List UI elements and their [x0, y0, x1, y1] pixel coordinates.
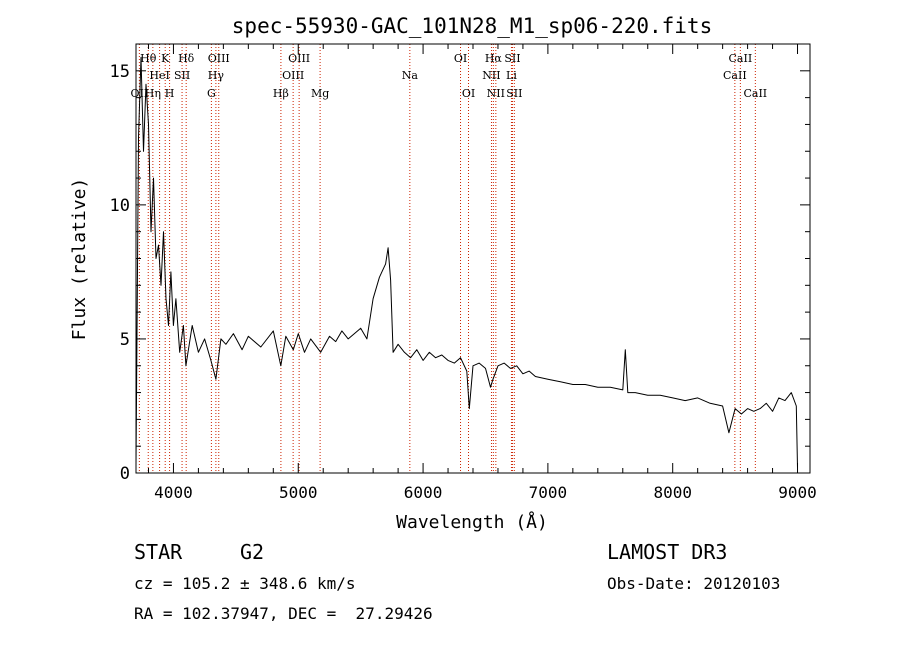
x-axis-label: Wavelength (Å): [396, 511, 548, 533]
line-marker-lines: [138, 44, 756, 473]
plot-frame: [135, 43, 811, 474]
object-class: STAR: [134, 540, 183, 564]
y-tick-label: 5: [120, 330, 130, 350]
x-axis-ticks: 4000 5000 6000 7000 8000 9000: [147, 44, 817, 502]
y-axis-label: Flux (relative): [69, 178, 90, 341]
sky-coordinates: RA = 102.37947, DEC = 27.29426: [134, 604, 433, 623]
x-tick-label: 9000: [778, 483, 817, 502]
line-marker-label: G: [207, 87, 216, 100]
line-marker-label: SII: [504, 52, 520, 65]
observation-date: Obs-Date: 20120103: [607, 574, 781, 593]
line-marker-labels: OII Hθ Hη K HeI H SII Hδ OIII Hγ G Hβ OIII OIII Mg Na OI…: [131, 52, 768, 100]
line-marker-label: H: [165, 87, 175, 100]
line-marker-label: Li: [506, 69, 517, 82]
line-marker-label: OI: [462, 87, 475, 100]
redshift-velocity: cz = 105.2 ± 348.6 km/s: [134, 574, 356, 593]
line-marker-label: Hδ: [178, 52, 195, 65]
x-tick-label: 8000: [653, 483, 692, 502]
line-marker-label: Hα: [485, 52, 503, 65]
line-marker-label: OII: [131, 87, 149, 100]
line-marker-label: Hβ: [273, 87, 289, 100]
x-tick-label: 7000: [529, 483, 568, 502]
line-marker-label: OIII: [208, 52, 230, 65]
x-tick-label: 6000: [404, 483, 443, 502]
line-marker-label: Hθ: [140, 52, 157, 65]
line-marker-label: OI: [454, 52, 467, 65]
line-marker-label: Na: [402, 69, 419, 82]
line-marker-label: OIII: [288, 52, 310, 65]
x-tick-label: 5000: [279, 483, 318, 502]
line-marker-label: NII: [487, 87, 505, 100]
line-marker-label: NII: [482, 69, 500, 82]
line-marker-label: Hη: [145, 87, 161, 100]
line-marker-label: SII: [174, 69, 190, 82]
line-marker-label: CaII: [729, 52, 753, 65]
y-tick-label: 10: [110, 196, 130, 216]
object-subclass: G2: [240, 540, 265, 564]
line-marker-label: Mg: [311, 87, 329, 100]
y-tick-label: 0: [120, 464, 130, 484]
line-marker-label: CaII: [723, 69, 747, 82]
x-tick-label: 4000: [154, 483, 193, 502]
line-marker-label: SII: [506, 87, 522, 100]
line-marker-label: HeI: [149, 69, 169, 82]
line-marker-label: Hγ: [208, 69, 225, 82]
flux-series-line: [135, 56, 798, 468]
line-marker-label: OIII: [282, 69, 304, 82]
line-marker-label: CaII: [743, 87, 767, 100]
chart-title: spec-55930-GAC_101N28_M1_sp06-220.fits: [232, 14, 712, 38]
line-marker-label: K: [161, 52, 170, 65]
y-axis-ticks: 0 5 10 15: [110, 43, 810, 484]
y-tick-label: 15: [110, 62, 130, 82]
survey-label: LAMOST DR3: [607, 540, 728, 564]
